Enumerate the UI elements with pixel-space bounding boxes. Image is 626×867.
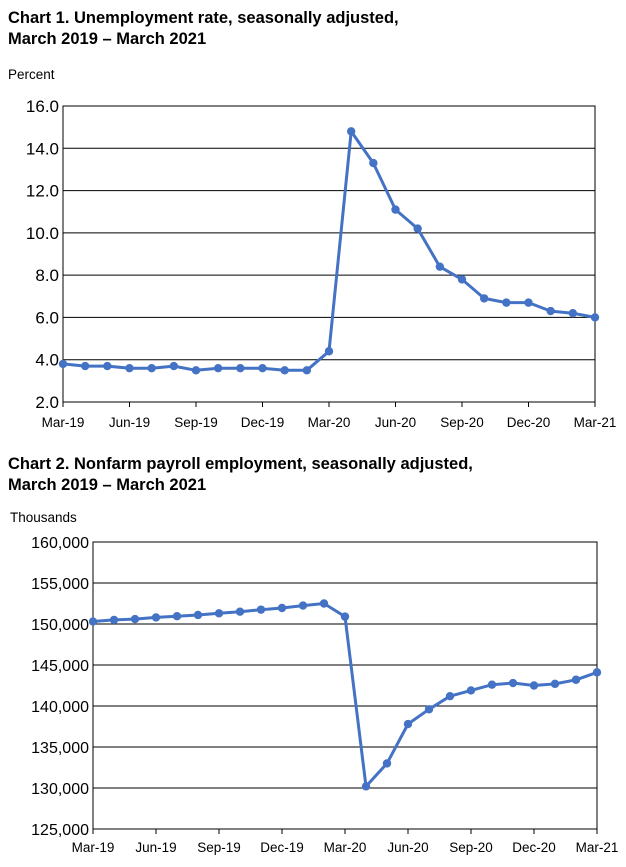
chart-2-y-tick-label: 145,000 (31, 658, 89, 675)
chart-2-plot: 125,000 130,000 135,000 140,000 145,000 150,0… (31, 535, 619, 855)
chart-1-data-point (413, 224, 422, 233)
chart-1-data-point (147, 363, 156, 373)
chart-2-y-tick-label: 160,000 (31, 535, 89, 552)
chart-2-x-tick-label: Mar-19 (72, 840, 115, 855)
chart-2-title-line-1: Chart 2. Nonfarm payroll employment, sea… (8, 455, 473, 473)
chart-1-y-tick-label: 16.0 (26, 97, 59, 116)
chart-1-title: Chart 1. Unemployment rate, seasonally a… (8, 8, 399, 50)
chart-1-y-tick-label: 14.0 (26, 139, 59, 158)
chart-2-data-point (403, 719, 413, 729)
chart-2-y-axis-unit-label: Thousands (10, 510, 77, 525)
chart-2-data-point (298, 601, 308, 610)
chart-1-y-tick-label: 4.0 (35, 351, 59, 370)
chart-2-data-point (487, 680, 497, 689)
chart-1-data-point (324, 347, 334, 356)
chart-2-data-point (256, 605, 266, 614)
chart-2-data-point (424, 705, 434, 714)
chart-2-data-point (361, 782, 371, 791)
chart-2-x-tick-label: Dec-19 (260, 840, 304, 855)
chart-2-title: Chart 2. Nonfarm payroll employment, sea… (8, 454, 473, 496)
chart-2-data-point (88, 617, 98, 626)
chart-1-data-point (568, 309, 578, 318)
chart-2-y-tick-label: 150,000 (31, 617, 89, 634)
chart-1-data-point (435, 262, 445, 271)
chart-1-x-tick-label: Mar-19 (42, 415, 85, 430)
chart-2-x-tick-label: Sep-19 (197, 840, 241, 855)
chart-1-plot-frame (62, 105, 596, 403)
chart-1-x-tick-label: Jun-20 (375, 415, 416, 430)
chart-2-data-point (109, 615, 119, 625)
chart-2-x-tick-label: Sep-20 (449, 840, 493, 855)
chart-1-data-point (346, 127, 356, 136)
chart-1-x-tick-label: Sep-19 (174, 415, 218, 430)
chart-2-y-tick-label: 125,000 (31, 822, 89, 839)
chart-1-y-axis-unit-label: Percent (8, 67, 55, 82)
chart-1-plot: 2.0 4.0 6.0 8.0 10.0 12.0 14.0 16.0 Mar-19 Jun-19… (26, 97, 617, 430)
chart-1-data-point (369, 158, 378, 168)
chart-2-data-point (277, 603, 287, 613)
chart-1-x-tick-label: Dec-20 (507, 415, 551, 430)
chart-1-data-point (502, 298, 511, 307)
chart-2-data-point (550, 679, 560, 689)
chart-2-x-tick-label: Dec-20 (512, 840, 556, 855)
chart-1-data-point (546, 306, 555, 316)
chart-2-data-point (235, 607, 245, 616)
chart-2-data-point (172, 612, 182, 621)
chart-1-x-tick-label: Jun-19 (109, 415, 150, 430)
chart-2-x-tick-label: Mar-20 (324, 840, 367, 855)
chart-1-y-tick-label: 2.0 (35, 393, 59, 412)
chart-1-title-line-2: March 2019 – March 2021 (8, 30, 207, 48)
chart-2-data-point (445, 691, 455, 701)
chart-1-data-point (524, 298, 533, 307)
chart-1-data-point (58, 359, 68, 369)
chart-1-y-tick-label: 10.0 (26, 224, 59, 243)
chart-2-data-point (340, 612, 350, 621)
chart-2-x-tick-label: Jun-19 (135, 840, 176, 855)
chart-1-data-point (391, 205, 400, 214)
chart-2-data-point (508, 678, 518, 688)
chart-1-x-tick-label: Dec-19 (241, 415, 285, 430)
chart-1-y-tick-label: 12.0 (26, 182, 59, 201)
chart-2-data-point (592, 668, 602, 677)
chart-1-data-point (590, 313, 600, 322)
chart-1-x-tick-label: Mar-21 (574, 415, 617, 430)
chart-1-data-point (280, 366, 289, 375)
chart-2-data-point (193, 610, 203, 620)
chart-1-title-line-1: Chart 1. Unemployment rate, seasonally a… (8, 9, 399, 27)
chart-2-y-tick-label: 140,000 (31, 699, 89, 716)
chart-1-data-point (191, 366, 201, 375)
chart-1-data-point (258, 363, 267, 373)
chart-1-series-line (62, 129, 596, 372)
chart-2-data-point (319, 599, 329, 608)
chart-1-x-tick-label: Sep-20 (440, 415, 484, 430)
chart-1-data-point (125, 363, 134, 373)
chart-2-x-tick-label: Jun-20 (387, 840, 428, 855)
chart-1-data-point (213, 363, 223, 373)
chart-1-data-point (236, 363, 245, 373)
chart-2-data-point (151, 613, 161, 622)
chart-2-y-tick-label: 155,000 (31, 576, 89, 593)
chart-2-data-point (466, 686, 476, 695)
chart-1-x-tick-label: Mar-20 (308, 415, 351, 430)
chart-1-data-point (302, 366, 312, 375)
chart-1-data-point (103, 361, 112, 371)
chart-2-x-tick-label: Mar-21 (576, 840, 619, 855)
chart-2-y-tick-label: 130,000 (31, 781, 89, 798)
chart-2-data-point (130, 614, 140, 624)
chart-1-y-tick-label: 6.0 (35, 308, 59, 327)
chart-1-data-point (479, 294, 489, 303)
chart-2-y-tick-label: 135,000 (31, 740, 89, 757)
chart-2-data-point (214, 609, 224, 618)
chart-1-y-tick-label: 8.0 (35, 266, 59, 285)
chart-1-data-point (457, 275, 467, 284)
chart-2-data-point (382, 759, 392, 768)
chart-1-data-point (169, 361, 179, 371)
chart-2-data-point (529, 681, 539, 690)
chart-1-data-point (80, 361, 90, 371)
chart-2: Chart 2. Nonfarm payroll employment, sea… (0, 440, 626, 867)
chart-2-data-point (571, 675, 581, 684)
chart-1: Chart 1. Unemployment rate, seasonally a… (8, 8, 617, 430)
chart-2-title-line-2: March 2019 – March 2021 (8, 476, 207, 494)
chart-2-series-line (92, 602, 598, 788)
